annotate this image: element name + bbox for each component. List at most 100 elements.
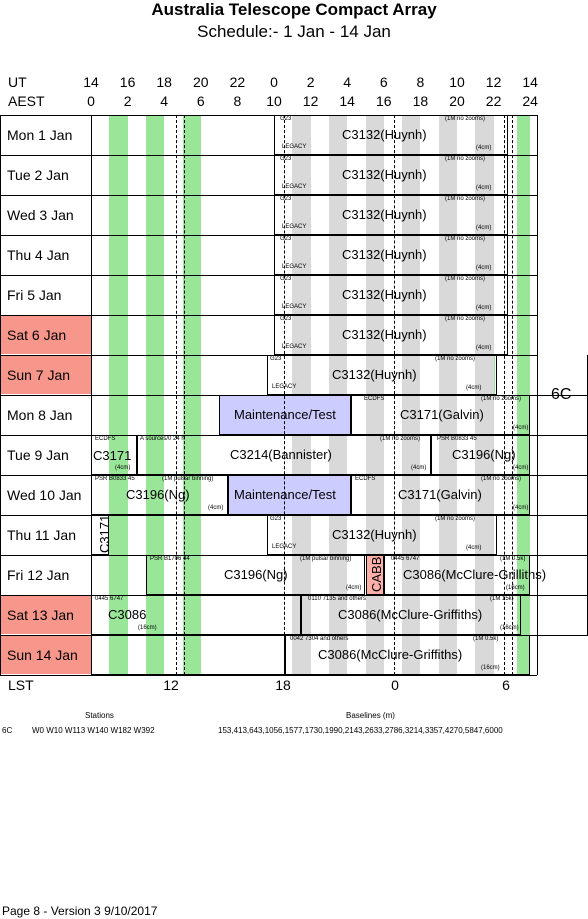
mode-note: (1M no zooms) xyxy=(445,156,486,162)
lst-line xyxy=(184,115,185,675)
config-baselines: 153,413,643,1056,1577,1730,1990,2143,263… xyxy=(218,726,503,735)
grey-stripe xyxy=(475,435,494,475)
mode-note: (1M no zooms) xyxy=(445,196,486,202)
grey-stripe xyxy=(292,555,311,595)
source-note: G23 xyxy=(270,356,282,362)
day-label: Tue 2 Jan xyxy=(0,155,91,194)
grey-stripe xyxy=(475,155,494,195)
green-stripe xyxy=(517,555,531,595)
day-col-border xyxy=(91,115,92,675)
grey-stripe xyxy=(402,395,421,435)
program-name: C3132(Huynh) xyxy=(342,167,427,182)
grey-stripe xyxy=(292,355,311,395)
lst-tick: 0 xyxy=(391,677,399,693)
source-note: A sources/0 24 h xyxy=(140,436,185,442)
source-note: PSR B0833 45 xyxy=(95,476,135,482)
mode-note: (4cm) xyxy=(476,265,492,271)
row-separator xyxy=(0,315,537,316)
green-stripe xyxy=(182,235,201,275)
day-label: Fri 5 Jan xyxy=(0,275,91,314)
grey-stripe xyxy=(292,515,311,555)
lst-line xyxy=(394,115,395,675)
program-name: C3086 xyxy=(108,607,147,622)
green-stripe xyxy=(109,195,128,235)
ut-tick: 12 xyxy=(485,74,502,90)
mode-note: (1M no zooms) xyxy=(445,276,486,282)
grey-stripe xyxy=(438,395,457,435)
mode-note: (4cm) xyxy=(466,385,482,391)
grey-stripe xyxy=(402,435,421,475)
grey-stripe xyxy=(438,515,457,555)
mode-note: (4cm) xyxy=(513,465,529,471)
aest-tick: 0 xyxy=(87,93,95,109)
ut-tick: 20 xyxy=(193,74,209,90)
ut-tick: 8 xyxy=(416,74,425,90)
green-stripe xyxy=(109,155,128,195)
green-stripe xyxy=(182,155,201,195)
mode-note: (4cm) xyxy=(476,185,492,191)
day-label: Wed 10 Jan xyxy=(0,475,91,514)
program-name: C3086(McClure-Griffiths) xyxy=(318,647,463,662)
grey-stripe xyxy=(402,515,421,555)
grey-stripe xyxy=(402,595,421,635)
green-stripe xyxy=(182,555,201,595)
source-note: G23 xyxy=(270,516,282,522)
day-label: Tue 9 Jan xyxy=(0,435,91,474)
program-name: C3132(Huynh) xyxy=(342,327,427,342)
grey-stripe xyxy=(292,195,311,235)
row-separator xyxy=(0,435,588,436)
green-stripe xyxy=(182,635,201,675)
mode-note: (1M no zooms) xyxy=(481,396,522,402)
mode-note: (4cm) xyxy=(466,545,482,551)
green-stripe xyxy=(109,635,128,675)
grey-stripe xyxy=(365,275,384,315)
source-note: LEGACY xyxy=(282,304,307,310)
grey-stripe xyxy=(475,555,494,595)
grey-stripe xyxy=(475,595,494,635)
green-stripe xyxy=(182,475,201,515)
green-stripe xyxy=(109,435,128,475)
grey-stripe xyxy=(402,355,421,395)
grey-stripe xyxy=(438,115,457,155)
lst-line xyxy=(284,115,285,675)
source-note: G23 xyxy=(280,316,292,322)
grey-stripe xyxy=(438,435,457,475)
green-stripe xyxy=(517,635,531,675)
program-name: C3086(McClure-Griffiths) xyxy=(338,607,483,622)
row-separator xyxy=(0,675,537,676)
aest-tick: 18 xyxy=(412,93,429,109)
config-name: 6C xyxy=(2,726,13,735)
ut-tick: 6 xyxy=(379,74,388,90)
green-stripe xyxy=(517,475,531,515)
program-name-vertical: C3171 xyxy=(97,514,112,553)
aest-tick: 8 xyxy=(233,93,242,109)
grey-stripe xyxy=(292,315,311,355)
grey-stripe xyxy=(475,115,494,155)
green-stripe xyxy=(517,195,531,235)
source-note: 0445 6747 xyxy=(391,556,420,562)
green-stripe xyxy=(517,395,531,435)
grey-stripe xyxy=(365,595,384,635)
aest-tick: 20 xyxy=(449,93,465,109)
ut-tick: 4 xyxy=(343,74,352,90)
grey-stripe xyxy=(328,435,348,475)
green-stripe xyxy=(182,195,201,235)
source-note: LEGACY xyxy=(282,264,307,270)
grey-stripe xyxy=(328,195,348,235)
mode-note: (4cm) xyxy=(513,505,529,511)
grey-stripe xyxy=(365,435,384,475)
program-name: C3132(Huynh) xyxy=(342,247,427,262)
mode-note: (4cm) xyxy=(208,505,224,511)
program-name: C3214(Bannister) xyxy=(230,447,332,462)
green-stripe xyxy=(517,435,531,475)
green-stripe xyxy=(145,235,165,275)
grey-stripe xyxy=(292,235,311,275)
aest-tick: 2 xyxy=(123,93,132,109)
green-stripe xyxy=(145,115,165,155)
program-name: C3171 xyxy=(93,448,132,463)
green-stripe xyxy=(109,395,128,435)
green-stripe xyxy=(109,555,128,595)
mode-note: (4cm) xyxy=(476,225,492,231)
lst-tick: 18 xyxy=(275,677,291,693)
mode-note: (16cm) xyxy=(506,585,525,591)
